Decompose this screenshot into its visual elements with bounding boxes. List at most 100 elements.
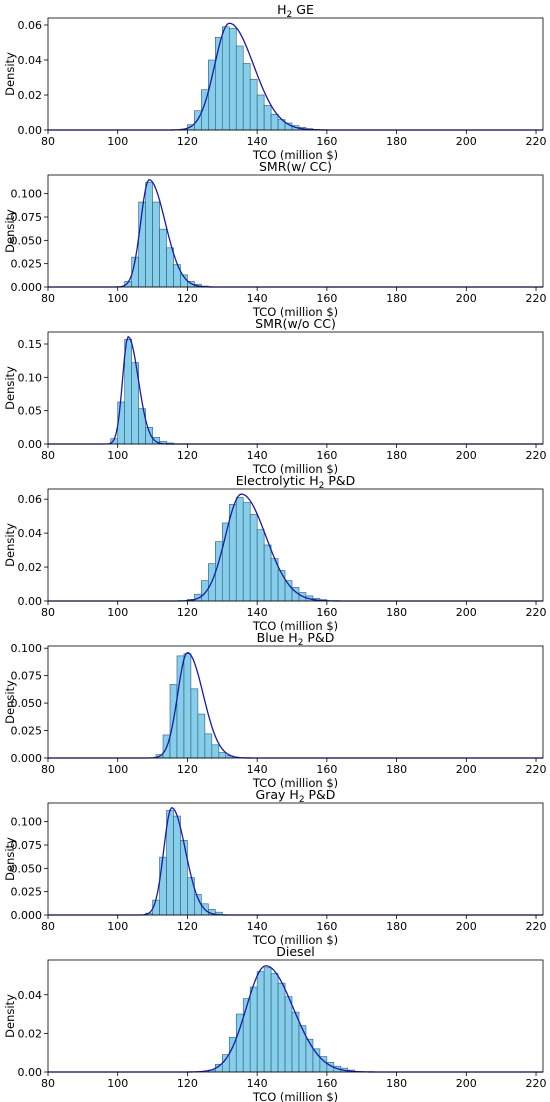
histogram-bar (145, 182, 153, 288)
x-tick-label: 200 (456, 1077, 477, 1090)
x-axis-label: TCO (million $) (252, 776, 338, 790)
y-tick-label: 0.05 (18, 405, 43, 418)
x-tick-label: 120 (177, 606, 198, 619)
histogram-bar (221, 1054, 230, 1073)
histogram-bar (242, 63, 251, 131)
x-tick-label: 140 (247, 763, 268, 776)
histogram-bar (256, 94, 265, 131)
density-chart-1: H2 GE 80 100 120 140 160 180 200 220 0.00 0.02 0.04… (3, 2, 547, 162)
histogram-bar (263, 967, 272, 1073)
x-axis-label: TCO (million $) (252, 305, 338, 319)
x-tick-label: 200 (456, 135, 477, 148)
density-chart-2: SMR(w/ CC) 80 100 120 140 160 180 200 220 0.000 0.… (3, 159, 547, 319)
y-axis-label: Density (3, 994, 17, 1038)
axes-frame (47, 959, 544, 1073)
x-tick-label: 200 (456, 763, 477, 776)
y-tick-label: 0.02 (18, 89, 43, 102)
y-axis-label: Density (3, 52, 17, 96)
y-axis-label: Density (3, 523, 17, 567)
chart-title-rest: P&D (324, 473, 355, 488)
histogram-bar (197, 713, 206, 759)
histogram-bar (176, 655, 185, 759)
histogram-bar (242, 502, 251, 602)
x-tick-label: 220 (526, 606, 547, 619)
x-tick-label: 80 (41, 292, 55, 305)
y-tick-label: 0.02 (18, 561, 43, 574)
x-tick-label: 120 (177, 920, 198, 933)
histogram-bar (166, 247, 174, 288)
y-axis-label: Density (3, 680, 17, 724)
y-tick-label: 0.00 (18, 438, 43, 451)
x-tick-label: 80 (41, 606, 55, 619)
x-tick-label: 220 (526, 135, 547, 148)
x-axis-label: TCO (million $) (252, 933, 338, 947)
histogram-bar (166, 810, 174, 916)
x-tick-label: 200 (456, 292, 477, 305)
x-tick-label: 160 (316, 1077, 337, 1090)
x-tick-label: 220 (526, 1077, 547, 1090)
histogram-bar (204, 733, 213, 759)
density-chart-7: Diesel 80 100 120 140 160 180 200 220 0.00 0.02 0.0… (3, 944, 547, 1102)
axes-frame (47, 802, 544, 916)
x-tick-label: 200 (456, 449, 477, 462)
x-tick-label: 220 (526, 292, 547, 305)
histogram-bar (117, 401, 125, 445)
y-axis-label: Density (3, 366, 17, 410)
histogram-bar (277, 982, 286, 1073)
y-tick-label: 0.100 (11, 816, 43, 829)
y-tick-label: 0.025 (11, 725, 43, 738)
histogram-bar (284, 996, 293, 1073)
histogram-bar (228, 28, 237, 131)
y-axis-label: Density (3, 209, 17, 253)
histogram-bar (277, 570, 286, 602)
histogram-bar (249, 986, 258, 1073)
x-tick-label: 160 (316, 763, 337, 776)
histogram-bar (190, 688, 199, 759)
density-chart-5: Blue H2 P&D 80 100 120 140 160 180 200 220 0.000 0… (3, 630, 547, 790)
histogram-bar (242, 998, 251, 1073)
y-tick-label: 0.000 (11, 752, 43, 765)
kde-curve (48, 22, 543, 131)
x-tick-label: 140 (247, 1077, 268, 1090)
density-chart-4: Electrolytic H2 P&D 80 100 120 140 160 180 200 2… (3, 473, 547, 633)
y-tick-label: 0.000 (11, 281, 43, 294)
x-axis-label: TCO (million $) (252, 619, 338, 633)
y-tick-label: 0.025 (11, 258, 43, 271)
histogram-bar (152, 201, 160, 288)
x-tick-label: 80 (41, 135, 55, 148)
axes-frame (47, 17, 544, 131)
x-tick-label: 100 (107, 606, 128, 619)
axes-frame (47, 331, 544, 445)
x-tick-label: 180 (386, 1077, 407, 1090)
x-tick-label: 160 (316, 606, 337, 619)
x-tick-label: 80 (41, 920, 55, 933)
histogram-bar (270, 973, 279, 1073)
histogram-bar (124, 339, 132, 445)
x-tick-label: 100 (107, 920, 128, 933)
x-tick-label: 140 (247, 292, 268, 305)
histogram-bar (159, 856, 167, 916)
histogram-bar (298, 1025, 307, 1073)
x-tick-label: 100 (107, 763, 128, 776)
axes-frame (47, 645, 544, 759)
histogram-bar (291, 1011, 300, 1073)
histogram-bar (235, 497, 244, 602)
x-tick-label: 180 (386, 606, 407, 619)
y-tick-label: 0.06 (18, 493, 43, 506)
x-tick-label: 80 (41, 763, 55, 776)
chart-title-main: Diesel (276, 944, 314, 959)
histogram-bar (305, 1038, 314, 1073)
histogram-bar (215, 36, 223, 131)
chart-title-subscript: 2 (287, 10, 293, 20)
y-tick-label: 0.075 (11, 211, 43, 224)
chart-title-main: SMR(w/ CC) (259, 159, 332, 174)
x-tick-label: 100 (107, 1077, 128, 1090)
chart-title: Gray H2 P&D (256, 787, 336, 805)
y-tick-label: 0.025 (11, 886, 43, 899)
x-tick-label: 140 (247, 606, 268, 619)
x-tick-label: 140 (247, 920, 268, 933)
y-tick-label: 0.15 (18, 338, 43, 351)
x-tick-label: 100 (107, 292, 128, 305)
y-tick-label: 0.000 (11, 909, 43, 922)
